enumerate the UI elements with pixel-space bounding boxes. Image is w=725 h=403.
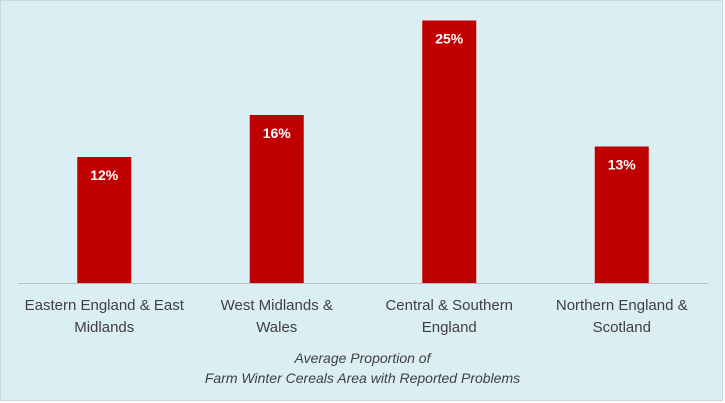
- category-label-3-line-2: England: [422, 319, 477, 336]
- category-label-2-line-1: West Midlands &: [221, 297, 333, 314]
- data-label-4: 13%: [608, 157, 637, 173]
- x-axis-label-line-1: Average Proportion of: [294, 350, 431, 366]
- category-label-3-line-1: Central & Southern: [385, 297, 513, 314]
- x-axis-label-line-2: Farm Winter Cereals Area with Reported P…: [204, 370, 521, 386]
- data-label-3: 25%: [435, 31, 464, 47]
- bar-4: [594, 146, 649, 283]
- bar-1: [77, 157, 132, 283]
- category-label-1-line-2: Midlands: [74, 319, 134, 336]
- data-label-2: 16%: [263, 125, 292, 141]
- category-label-1-line-1: Eastern England & East: [25, 297, 185, 314]
- x-axis-label: Average Proportion of Farm Winter Cereal…: [0, 348, 725, 388]
- category-label-2-line-2: Wales: [256, 319, 297, 336]
- category-label-4-line-2: Scotland: [593, 319, 651, 336]
- data-label-1: 12%: [90, 167, 119, 183]
- category-label-4-line-1: Northern England &: [556, 297, 688, 314]
- bar-2: [249, 115, 304, 283]
- bar-3: [422, 20, 477, 283]
